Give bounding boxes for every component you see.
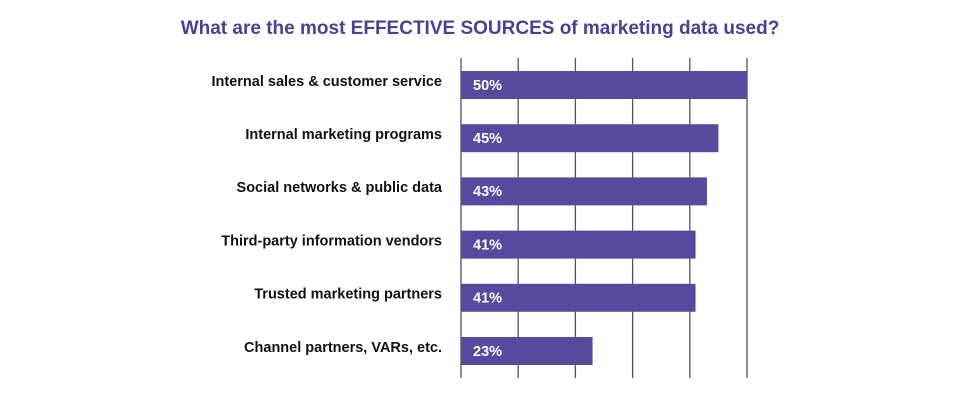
value-label-5: 23%: [473, 344, 502, 360]
category-label-0: Internal sales & customer service: [211, 74, 442, 90]
bar-5: [461, 337, 593, 365]
labels: Internal sales & customer service 50% Inte…: [211, 74, 502, 360]
value-label-1: 45%: [473, 131, 502, 147]
value-label-4: 41%: [473, 291, 502, 307]
value-label-2: 43%: [473, 184, 502, 200]
value-label-0: 50%: [473, 78, 502, 94]
bar-4: [461, 283, 696, 312]
category-label-4: Trusted marketing partners: [254, 287, 442, 303]
bar-2: [461, 177, 707, 206]
category-label-5: Channel partners, VARs, etc.: [244, 340, 442, 356]
chart-title: What are the most EFFECTIVE SOURCES of m…: [180, 18, 780, 39]
bar-1: [461, 124, 719, 153]
category-label-1: Internal marketing programs: [245, 127, 442, 143]
category-label-2: Social networks & public data: [237, 180, 443, 196]
grid-lines: [460, 58, 748, 378]
value-label-3: 41%: [473, 237, 502, 253]
bar-0: [461, 71, 747, 99]
category-label-3: Third-party information vendors: [221, 233, 442, 249]
bars: [461, 71, 747, 365]
bar-3: [461, 230, 696, 259]
